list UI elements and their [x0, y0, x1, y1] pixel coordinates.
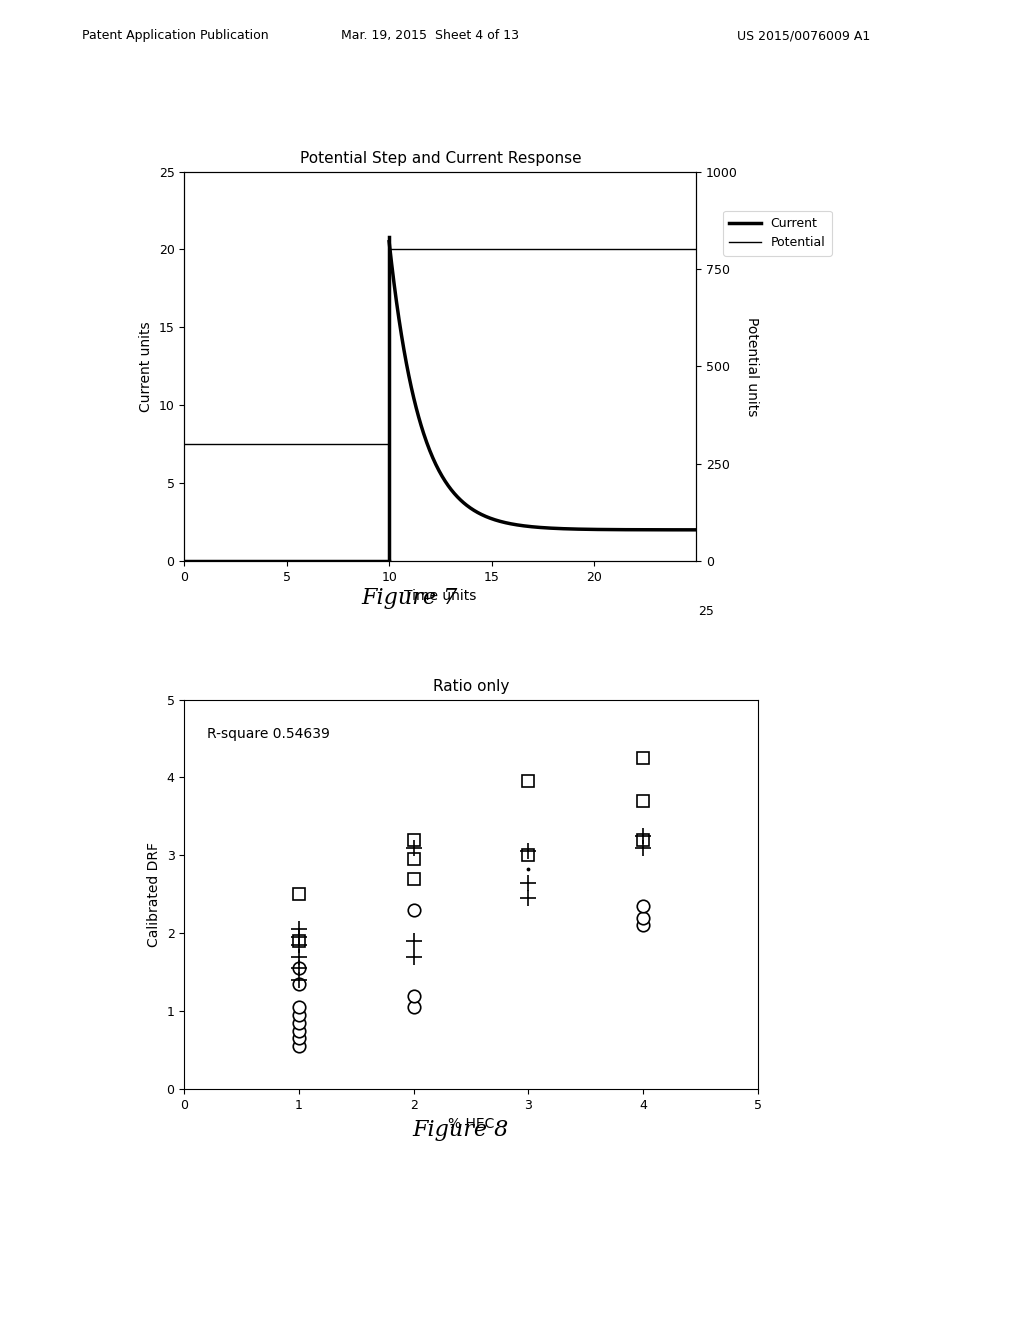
Title: Potential Step and Current Response: Potential Step and Current Response — [299, 152, 582, 166]
Y-axis label: Potential units: Potential units — [744, 317, 759, 416]
Text: Figure 7: Figure 7 — [361, 587, 458, 610]
Text: Patent Application Publication: Patent Application Publication — [82, 29, 268, 42]
Text: R-square 0.54639: R-square 0.54639 — [207, 727, 330, 741]
Text: US 2015/0076009 A1: US 2015/0076009 A1 — [737, 29, 870, 42]
Text: 25: 25 — [698, 605, 715, 618]
Text: Figure 8: Figure 8 — [413, 1119, 509, 1142]
Y-axis label: Current units: Current units — [139, 321, 154, 412]
Text: Mar. 19, 2015  Sheet 4 of 13: Mar. 19, 2015 Sheet 4 of 13 — [341, 29, 519, 42]
Title: Ratio only: Ratio only — [433, 680, 509, 694]
X-axis label: Time units: Time units — [404, 589, 476, 603]
X-axis label: % HEC: % HEC — [447, 1117, 495, 1131]
Legend: Current, Potential: Current, Potential — [723, 211, 831, 256]
Y-axis label: Calibrated DRF: Calibrated DRF — [147, 842, 161, 946]
